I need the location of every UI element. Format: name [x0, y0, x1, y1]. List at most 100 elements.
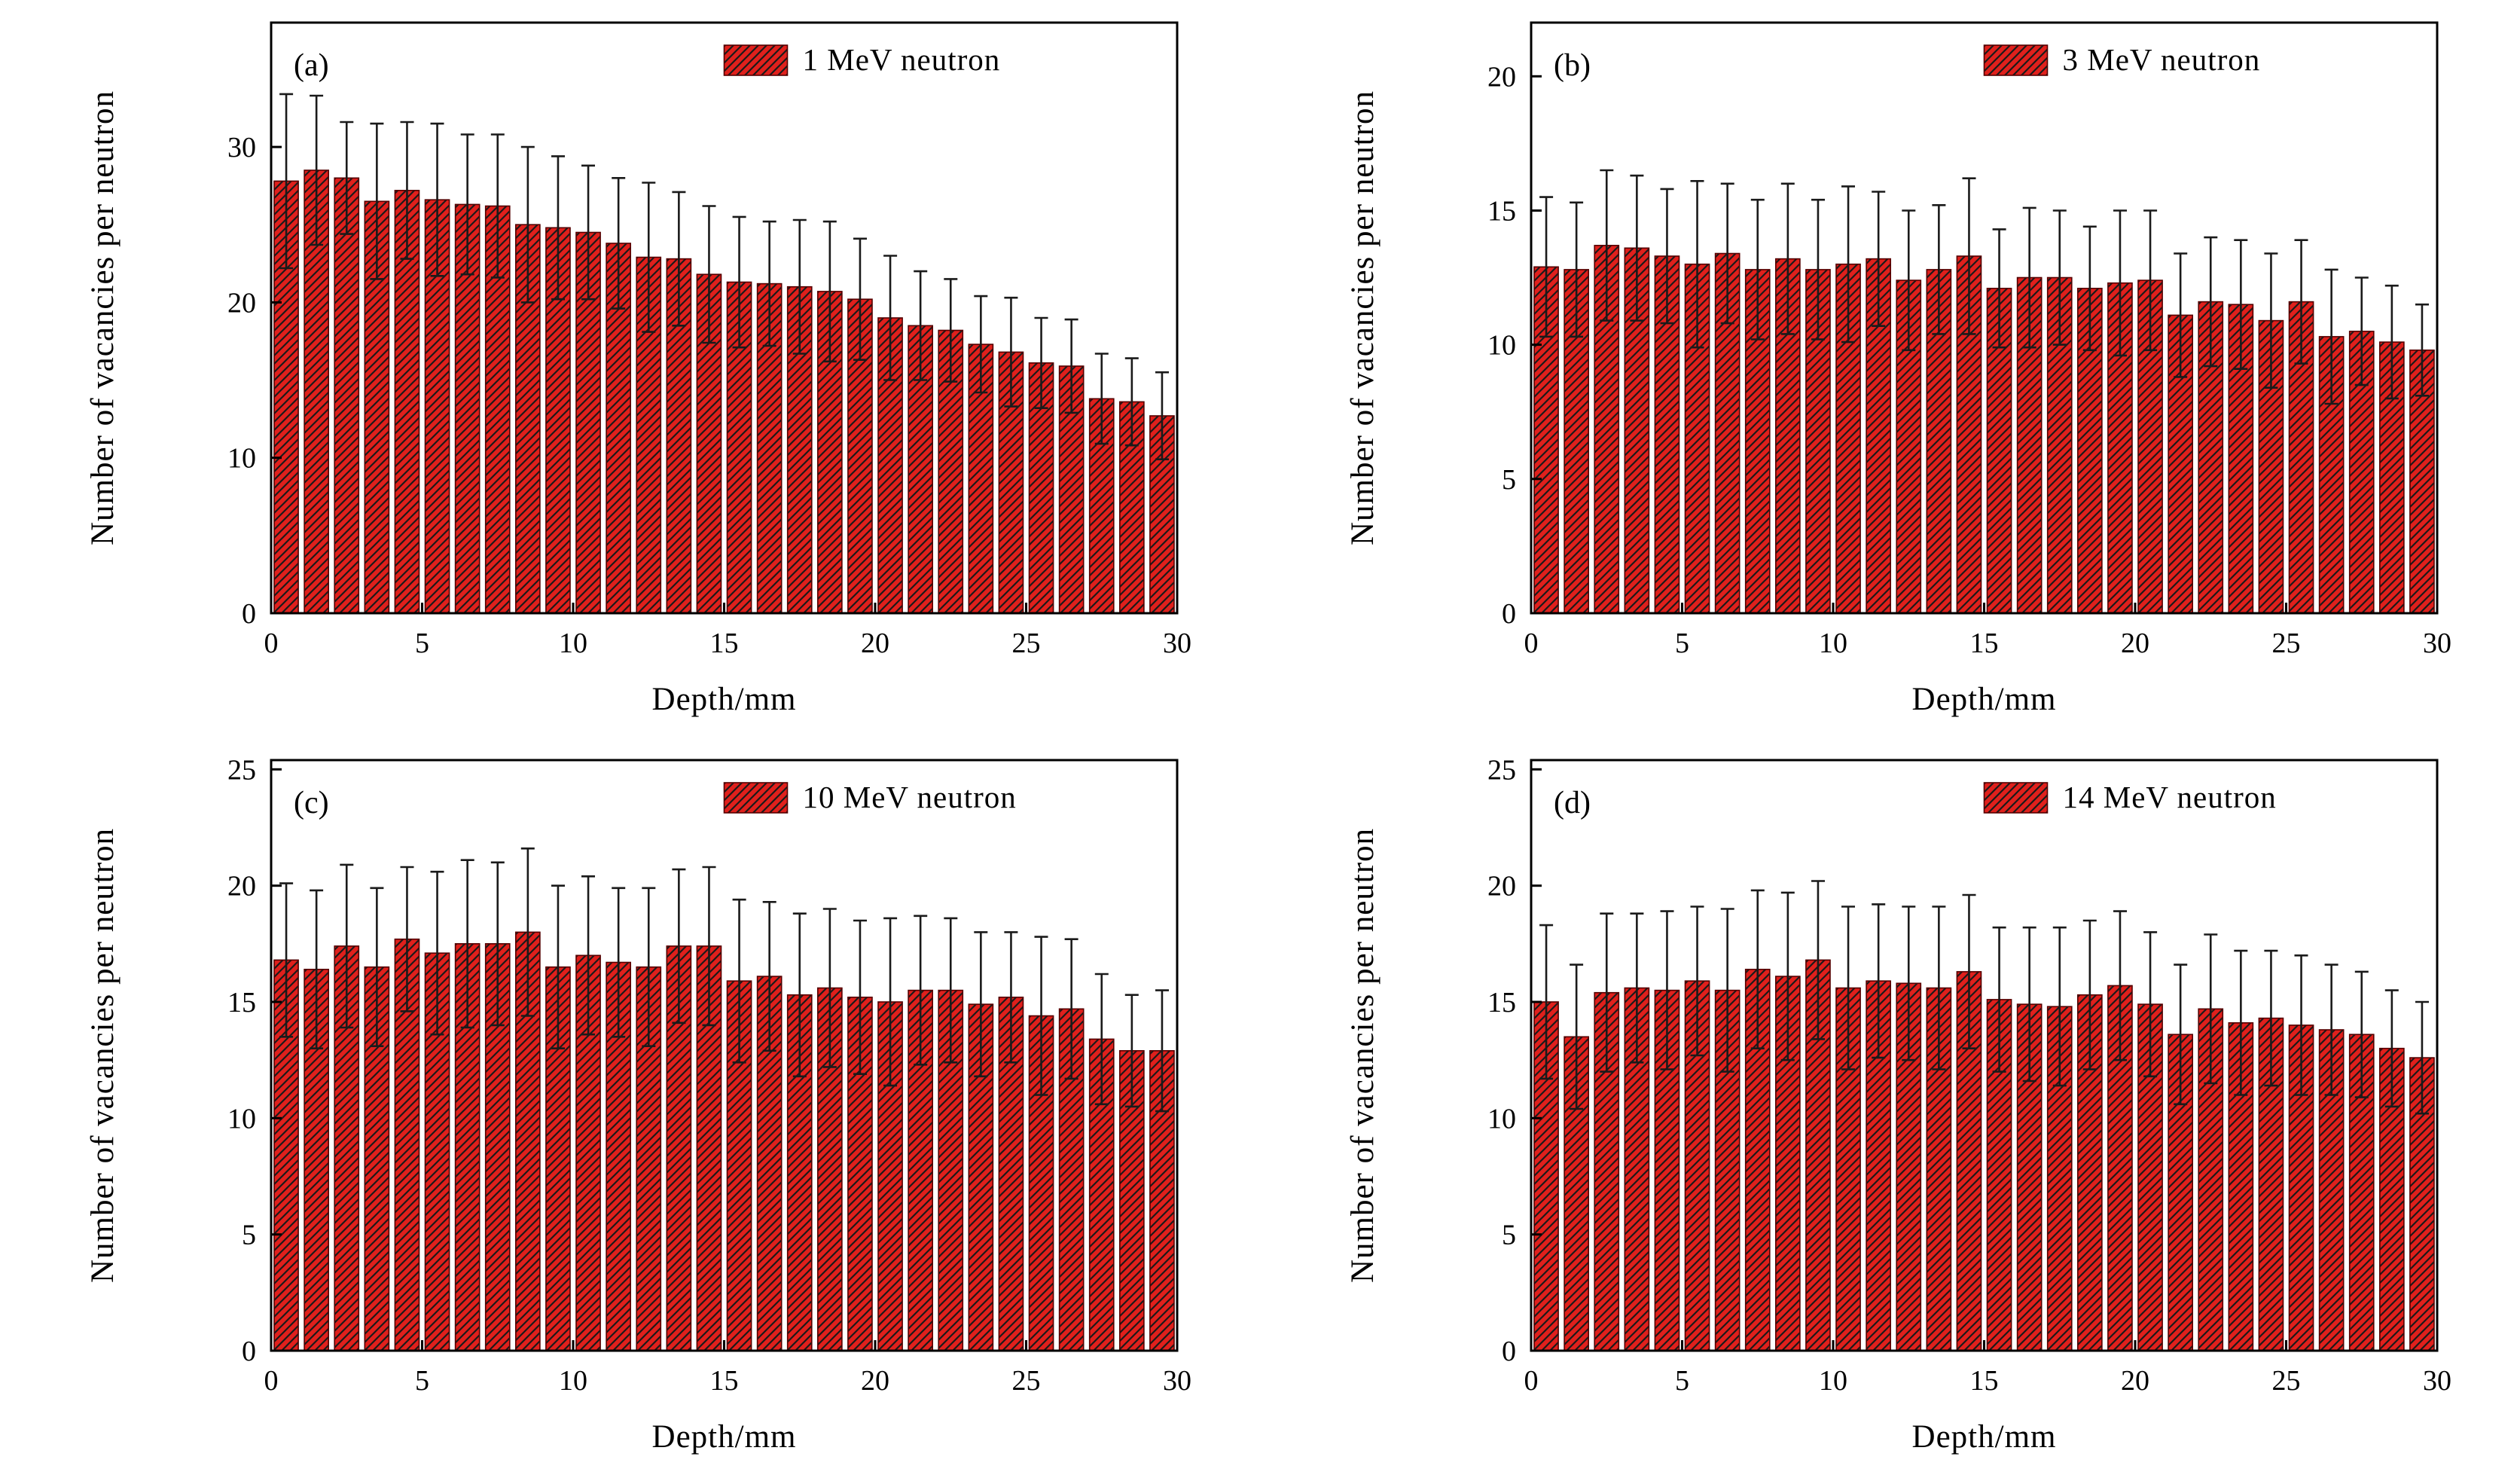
panel-d: 0 5 10 15 20 25 30 Depth/mm 0 5 10 15 20 25 Number of …	[1260, 738, 2520, 1475]
legend: 14 MeV neutron	[1983, 780, 2277, 814]
chart-d-canvas: 0 5 10 15 20 25 30 Depth/mm 0 5 10 15 20 25 Number of …	[1345, 754, 2451, 1455]
panel-label: (b)	[1554, 48, 1591, 83]
y-tick-label: 30	[227, 132, 256, 163]
x-axis-label: Depth/mm	[1912, 1419, 2057, 1455]
chart-b-canvas: 0 5 10 15 20 25 30 Depth/mm 0 5 10 15 20 Number of va…	[1345, 21, 2451, 717]
y-tick-label: 20	[227, 871, 256, 902]
x-axis-label: Depth/mm	[652, 1419, 797, 1455]
x-tick-label: 10	[1819, 628, 1847, 659]
legend: 1 MeV neutron	[723, 42, 1001, 77]
x-tick-label: 20	[861, 1365, 889, 1397]
x-tick-label: 30	[2423, 628, 2451, 659]
x-tick-label: 0	[264, 628, 279, 659]
panel-a: 0 5 10 15 20 25 30 Depth/mm 0 10 20 30 Number of vac…	[0, 0, 1260, 738]
x-tick-label: 0	[1524, 1365, 1539, 1397]
x-tick-label: 25	[2272, 628, 2301, 659]
y-axis-label: Number of vacancies per neutron	[1345, 90, 1381, 545]
bar-series	[1533, 244, 2435, 614]
y-tick-label: 20	[1487, 871, 1516, 902]
x-tick-label: 5	[1675, 1365, 1689, 1397]
legend: 10 MeV neutron	[723, 780, 1017, 814]
y-axis-label: Number of vacancies per neutron	[85, 90, 121, 545]
y-tick-label: 10	[1487, 1103, 1516, 1134]
x-tick-label: 25	[1012, 628, 1041, 659]
x-tick-label: 0	[264, 1365, 279, 1397]
legend-label: 14 MeV neutron	[2063, 780, 2277, 814]
y-axis: 0 10 20 30 Number of vacancies per neutron	[85, 90, 282, 630]
y-tick-label: 25	[1487, 754, 1516, 786]
x-tick-label: 15	[710, 628, 739, 659]
y-axis: 0 5 10 15 20 25 Number of vacancies per neutro…	[1345, 754, 1542, 1367]
legend: 3 MeV neutron	[1983, 42, 2261, 77]
legend-swatch	[1983, 44, 2049, 76]
x-tick-label: 25	[1012, 1365, 1041, 1397]
x-tick-label: 15	[710, 1365, 739, 1397]
chart-c-canvas: 0 5 10 15 20 25 30 Depth/mm 0 5 10 15 20 25 Number of …	[85, 754, 1191, 1455]
x-tick-label: 20	[2121, 1365, 2149, 1397]
bar-series	[273, 931, 1175, 1351]
legend-swatch	[723, 44, 789, 76]
error-bars	[279, 93, 1169, 461]
x-tick-label: 30	[1163, 628, 1191, 659]
y-axis: 0 5 10 15 20 Number of vacancies per neutron	[1345, 61, 1542, 630]
x-tick-label: 30	[2423, 1365, 2451, 1397]
x-tick-label: 5	[1675, 628, 1689, 659]
legend-label: 1 MeV neutron	[803, 42, 1001, 77]
y-tick-label: 0	[242, 1336, 256, 1367]
x-tick-label: 10	[559, 1365, 587, 1397]
panel-label: (a)	[294, 48, 329, 83]
y-tick-label: 10	[1487, 330, 1516, 362]
error-bars	[1539, 169, 2429, 405]
bar	[786, 286, 813, 614]
x-tick-label: 10	[1819, 1365, 1847, 1397]
panel-label: (c)	[294, 786, 329, 820]
x-tick-label: 20	[2121, 628, 2149, 659]
legend-swatch	[723, 782, 789, 814]
x-axis: 0 5 10 15 20 25 30 Depth/mm	[1524, 1340, 2451, 1455]
x-tick-label: 10	[559, 628, 587, 659]
x-tick-label: 5	[415, 1365, 429, 1397]
panel-c: 0 5 10 15 20 25 30 Depth/mm 0 5 10 15 20 25 Number of …	[0, 738, 1260, 1475]
legend-swatch	[1983, 782, 2049, 814]
y-tick-label: 0	[1502, 598, 1516, 630]
y-tick-label: 25	[227, 754, 256, 786]
x-tick-label: 0	[1524, 628, 1539, 659]
legend-label: 3 MeV neutron	[2063, 42, 2261, 77]
x-axis: 0 5 10 15 20 25 30 Depth/mm	[1524, 603, 2451, 717]
y-axis-label: Number of vacancies per neutron	[85, 828, 121, 1283]
x-axis-label: Depth/mm	[652, 682, 797, 717]
x-tick-label: 20	[861, 628, 889, 659]
x-tick-label: 15	[1970, 1365, 1999, 1397]
bar	[1926, 269, 1952, 614]
panel-label: (d)	[1554, 786, 1591, 820]
panel-b: 0 5 10 15 20 25 30 Depth/mm 0 5 10 15 20 Number of va…	[1260, 0, 2520, 738]
y-axis: 0 5 10 15 20 25 Number of vacancies per neutro…	[85, 754, 282, 1367]
bar-series	[1533, 959, 2435, 1351]
y-tick-label: 5	[1502, 1220, 1516, 1251]
y-tick-label: 20	[227, 287, 256, 319]
y-tick-label: 10	[227, 1103, 256, 1134]
x-tick-label: 15	[1970, 628, 1999, 659]
chart-a-canvas: 0 5 10 15 20 25 30 Depth/mm 0 10 20 30 Number of vac…	[85, 21, 1191, 717]
y-tick-label: 20	[1487, 61, 1516, 93]
y-axis-label: Number of vacancies per neutron	[1345, 828, 1381, 1283]
y-tick-label: 15	[1487, 196, 1516, 228]
bar	[334, 177, 360, 614]
y-tick-label: 0	[1502, 1336, 1516, 1367]
y-tick-label: 15	[227, 987, 256, 1018]
y-tick-label: 5	[1502, 464, 1516, 496]
x-axis-label: Depth/mm	[1912, 682, 2057, 717]
x-tick-label: 5	[415, 628, 429, 659]
y-tick-label: 10	[227, 443, 256, 475]
x-axis: 0 5 10 15 20 25 30 Depth/mm	[264, 1340, 1191, 1455]
y-tick-label: 15	[1487, 987, 1516, 1018]
error-bars	[279, 847, 1169, 1113]
y-tick-label: 5	[242, 1220, 256, 1251]
x-tick-label: 30	[1163, 1365, 1191, 1397]
error-bars	[1539, 880, 2429, 1115]
bar	[394, 190, 420, 614]
x-axis: 0 5 10 15 20 25 30 Depth/mm	[264, 603, 1191, 717]
legend-label: 10 MeV neutron	[803, 780, 1017, 814]
x-tick-label: 25	[2272, 1365, 2301, 1397]
